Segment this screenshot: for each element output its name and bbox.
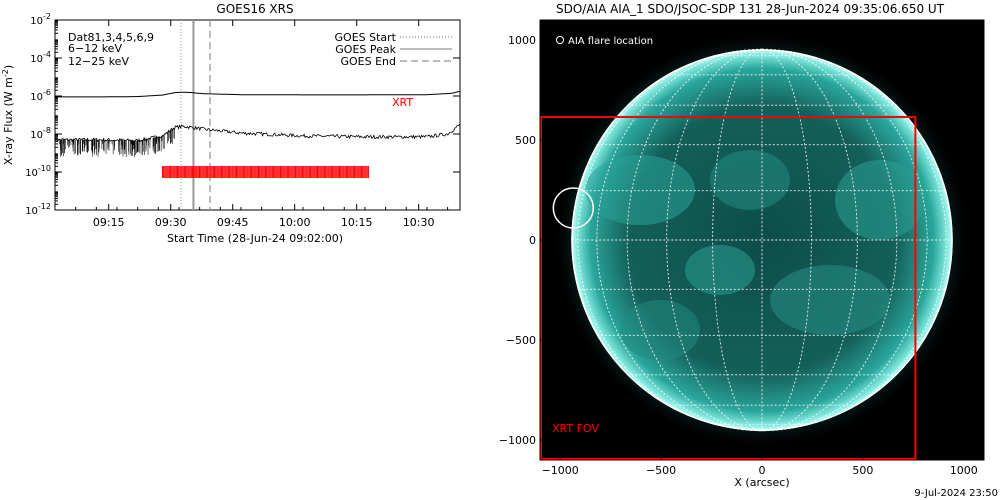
goes-y-tick-base: 10 bbox=[30, 16, 43, 27]
goes-x-tick-label: 09:30 bbox=[155, 216, 187, 229]
flare-legend-label: AIA flare location bbox=[568, 36, 653, 47]
longitude-line bbox=[626, 48, 763, 432]
goes-channel-legend: Dat81,3,4,5,6,9 6−12 keV 12−25 keV bbox=[68, 31, 154, 68]
legend-channel-6-12: 6−12 keV bbox=[68, 42, 122, 55]
goes-y-axis-label-text: X-ray Flux (W m bbox=[2, 77, 15, 165]
goes-x-tick-label: 10:00 bbox=[279, 216, 311, 229]
goes-marker-legend: GOES Start GOES Peak GOES End bbox=[335, 31, 452, 68]
goes-x-axis-label: Start Time (28-Jun-24 09:02:00) bbox=[167, 232, 343, 245]
goes-chart-title: GOES16 XRS bbox=[216, 2, 293, 16]
legend-goes-peak: GOES Peak bbox=[335, 43, 396, 56]
aia-x-tick-label: −1000 bbox=[542, 464, 579, 477]
xrt-fov-box bbox=[540, 116, 917, 460]
aia-x-tick-label: 500 bbox=[852, 464, 873, 477]
aia-x-tick-label: 1000 bbox=[950, 464, 978, 477]
goes-y-tick-exp: -8 bbox=[43, 126, 51, 135]
goes-y-tick-base: 10 bbox=[25, 206, 38, 217]
aia-y-tick-label: 0 bbox=[529, 234, 536, 247]
goes-y-tick-exp: -6 bbox=[43, 88, 51, 97]
xrt-label: XRT bbox=[392, 96, 413, 109]
goes-y-tick-base: 10 bbox=[30, 92, 43, 103]
goes-y-tick-label: 10-10 bbox=[25, 164, 51, 179]
goes-x-axis: 09:15 09:30 09:45 10:00 10:15 10:30 bbox=[54, 20, 449, 229]
goes-x-tick-label: 10:30 bbox=[403, 216, 435, 229]
goes-y-tick-label: 10-2 bbox=[30, 12, 51, 27]
longitude-line bbox=[596, 48, 763, 432]
goes-y-tick-label: 10-4 bbox=[30, 50, 51, 65]
goes-x-tick-label: 10:15 bbox=[341, 216, 373, 229]
goes-y-tick-exp: -10 bbox=[38, 164, 51, 173]
active-region bbox=[585, 155, 695, 225]
active-region bbox=[710, 150, 790, 210]
longitude-line bbox=[761, 48, 898, 432]
sun-limb bbox=[571, 49, 953, 431]
aia-flare-location-circle bbox=[552, 187, 595, 229]
goes-series-line bbox=[54, 123, 461, 144]
goes-y-tick-exp: -12 bbox=[38, 202, 51, 211]
goes-xrs-chart: GOES16 XRS 09:15 09:30 09:45 10:00 10:15 10:3… bbox=[1, 2, 461, 245]
goes-y-tick-label: 10-12 bbox=[25, 202, 51, 217]
goes-flux-series bbox=[54, 90, 461, 158]
xrt-observation-ticks bbox=[161, 166, 369, 178]
goes-y-tick-label: 10-6 bbox=[30, 88, 51, 103]
goes-y-axis-label: X-ray Flux (W m-2) bbox=[1, 65, 15, 165]
goes-plot-frame bbox=[54, 19, 461, 211]
xrt-fov-label: XRT FOV bbox=[552, 422, 599, 435]
aia-y-axis: 1000 500 0 −500 −1000 bbox=[499, 34, 984, 447]
longitude-line bbox=[761, 48, 812, 432]
aia-chart-title: SDO/AIA AIA_1 SDO/JSOC-SDP 131 28-Jun-20… bbox=[556, 2, 945, 16]
goes-y-tick-base: 10 bbox=[25, 168, 38, 179]
goes-y-tick-label: 10-8 bbox=[30, 126, 51, 141]
aia-y-tick-label: 1000 bbox=[508, 34, 536, 47]
legend-goes-end: GOES End bbox=[340, 55, 396, 68]
flare-legend-marker bbox=[556, 36, 564, 44]
goes-x-tick-label: 09:45 bbox=[217, 216, 249, 229]
legend-channel-12-25: 12−25 keV bbox=[68, 55, 129, 68]
longitude-line bbox=[761, 48, 928, 432]
goes-y-axis-label-end: ) bbox=[2, 65, 15, 69]
goes-series-line bbox=[55, 90, 461, 98]
goes-x-tick-label: 09:15 bbox=[93, 216, 125, 229]
goes-y-tick-exp: -2 bbox=[43, 12, 51, 21]
aia-y-tick-label: −1000 bbox=[499, 434, 536, 447]
active-region bbox=[685, 245, 755, 295]
sun-active-regions bbox=[585, 150, 925, 360]
legend-goes-start: GOES Start bbox=[335, 31, 397, 44]
aia-x-axis: −1000 −500 0 500 1000 bbox=[542, 20, 978, 477]
aia-x-tick-label: −500 bbox=[646, 464, 676, 477]
goes-y-tick-exp: -4 bbox=[43, 50, 51, 59]
active-region bbox=[770, 265, 890, 335]
aia-y-tick-label: 500 bbox=[515, 134, 536, 147]
goes-y-tick-base: 10 bbox=[30, 130, 43, 141]
goes-event-markers bbox=[180, 20, 211, 210]
active-region bbox=[835, 160, 925, 240]
active-region bbox=[620, 300, 700, 360]
goes-y-axis-label-sup: -2 bbox=[1, 69, 10, 77]
legend-channel-dets: Dat81,3,4,5,6,9 bbox=[68, 31, 154, 44]
longitude-line bbox=[712, 48, 763, 432]
aia-image-chart: SDO/AIA AIA_1 SDO/JSOC-SDP 131 28-Jun-20… bbox=[499, 2, 985, 489]
aia-x-axis-label: X (arcsec) bbox=[734, 476, 789, 489]
aia-y-tick-label: −500 bbox=[506, 334, 536, 347]
footer-date: 9-Jul-2024 23:50 bbox=[914, 488, 998, 499]
aia-x-tick-label: 0 bbox=[759, 464, 766, 477]
goes-y-tick-base: 10 bbox=[30, 54, 43, 65]
